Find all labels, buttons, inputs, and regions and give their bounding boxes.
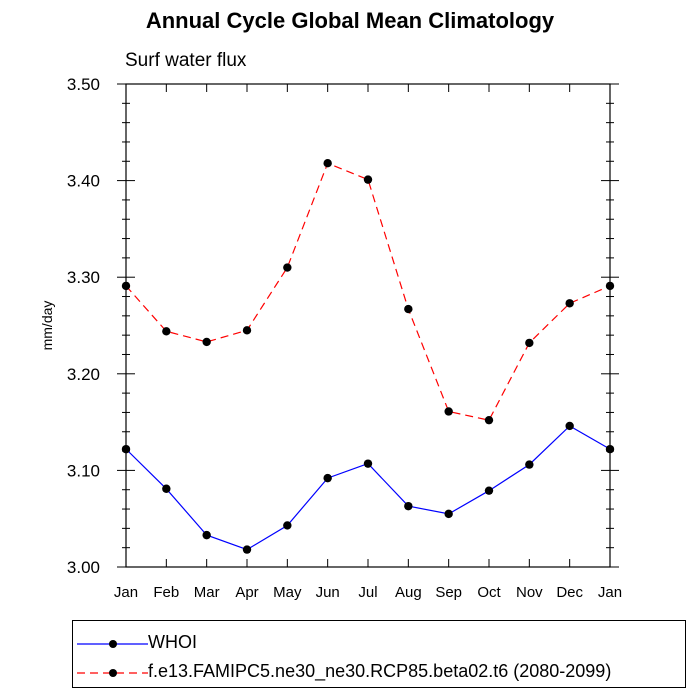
- line-chart: Jan Feb Mar Apr May Jun Jul Aug Sep Oct Nov Dec Jan 3…: [39, 75, 622, 601]
- y-tick-label: 3.50: [67, 75, 100, 94]
- data-point: [162, 484, 171, 493]
- x-tick-label: Sep: [435, 584, 462, 601]
- data-point: [363, 175, 373, 184]
- data-point: [363, 459, 373, 468]
- series-line-0: [125, 425, 611, 551]
- x-tick-label: Aug: [395, 584, 422, 601]
- x-tick-label: Jan: [114, 584, 138, 601]
- data-point: [525, 460, 534, 469]
- x-tick-label: Oct: [477, 584, 501, 601]
- x-tick-label: Dec: [556, 584, 583, 601]
- y-axis-label: mm/day: [39, 301, 55, 351]
- x-tick-label: Mar: [194, 584, 220, 601]
- data-point: [121, 444, 131, 454]
- y-tick-label: 3.30: [67, 268, 100, 287]
- x-tick-label: Jun: [316, 584, 340, 601]
- plot-frame: [125, 83, 611, 568]
- y-tick-label: 3.00: [67, 558, 100, 577]
- data-point: [444, 407, 453, 416]
- data-point: [202, 337, 211, 347]
- x-tick-label: May: [273, 584, 302, 601]
- data-point: [242, 326, 252, 335]
- legend-marker-model: [109, 669, 117, 677]
- data-point: [525, 338, 534, 348]
- data-point: [404, 304, 413, 314]
- chart-title: Annual Cycle Global Mean Climatology: [145, 8, 555, 33]
- chart-subtitle: Surf water flux: [125, 50, 247, 71]
- legend-label-model: f.e13.FAMIPC5.ne30_ne30.RCP85.beta02.t6 …: [148, 661, 612, 681]
- x-tick-label: Apr: [235, 584, 258, 601]
- data-point: [404, 501, 413, 511]
- data-point: [121, 281, 131, 291]
- data-point: [444, 509, 453, 519]
- x-tick-label: Nov: [516, 584, 543, 601]
- data-point: [242, 545, 252, 554]
- x-tick-label: Jul: [358, 584, 377, 601]
- y-tick-label: 3.40: [67, 172, 100, 191]
- legend: WHOI f.e13.FAMIPC5.ne30_ne30.RCP85.beta0…: [72, 620, 686, 688]
- data-point: [283, 521, 292, 530]
- data-point: [565, 299, 574, 308]
- x-tick-label: Feb: [153, 584, 179, 601]
- x-tick-label: Jan: [598, 584, 622, 601]
- data-point: [162, 327, 171, 336]
- data-point: [323, 159, 332, 168]
- data-point: [283, 263, 292, 272]
- y-tick-label: 3.10: [67, 461, 100, 480]
- data-point: [202, 530, 211, 540]
- legend-marker-whoi: [109, 640, 117, 648]
- series-line-1: [125, 162, 611, 421]
- data-point: [605, 281, 615, 291]
- legend-item-model: f.e13.FAMIPC5.ne30_ne30.RCP85.beta02.t6 …: [73, 658, 685, 688]
- legend-label-whoi: WHOI: [148, 632, 197, 652]
- y-tick-label: 3.20: [67, 365, 100, 384]
- data-point: [565, 421, 574, 431]
- data-point: [323, 473, 332, 483]
- legend-item-whoi: WHOI: [73, 629, 685, 659]
- data-point: [484, 415, 494, 425]
- data-point: [605, 444, 615, 454]
- data-point: [484, 486, 494, 495]
